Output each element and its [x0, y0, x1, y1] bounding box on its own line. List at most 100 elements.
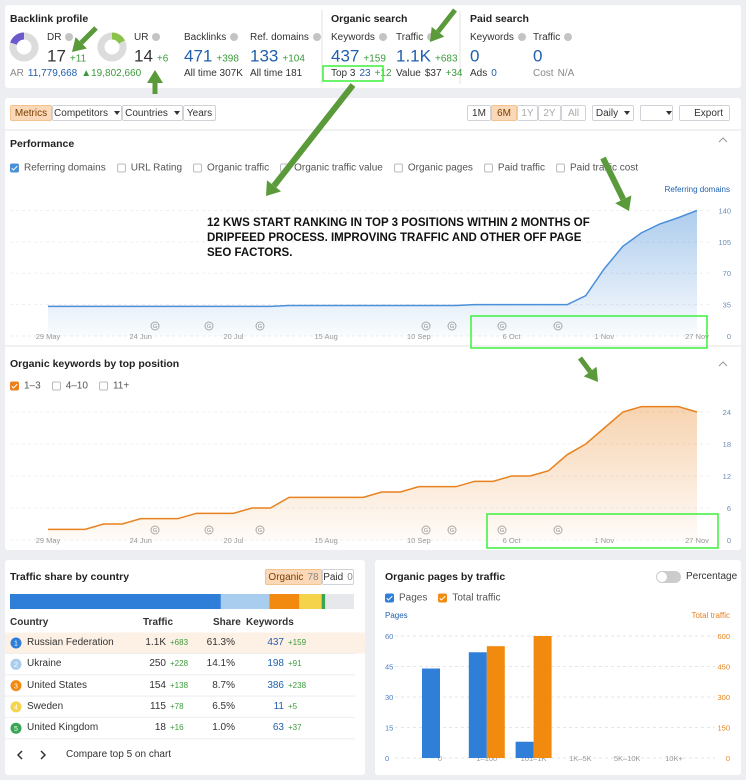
metric-part: Value: [396, 68, 421, 79]
metric: Backlinks: [184, 33, 238, 43]
y2-tick-label: 600: [717, 632, 730, 641]
x-tick-label: 20 Jul: [223, 536, 243, 545]
period-button[interactable]: 1M: [467, 105, 491, 121]
option[interactable]: Total traffic: [438, 593, 501, 604]
metric-part: Traffic: [396, 33, 435, 43]
metric: Top 3 23 +12: [331, 69, 392, 79]
y-tick-label: 0: [727, 332, 731, 341]
keywords: 11: [273, 700, 284, 712]
metric: Ref. domains: [250, 33, 321, 43]
next-icon[interactable]: [40, 750, 47, 760]
period-button[interactable]: 1Y: [517, 105, 538, 121]
x-tick-label: 0: [438, 754, 442, 763]
checkbox: [98, 381, 108, 391]
tab[interactable]: Metrics: [10, 105, 52, 121]
toggle-button[interactable]: Paid 0: [322, 569, 354, 585]
rank-label: 3: [14, 683, 18, 690]
rank-badge: [10, 680, 22, 692]
prev-icon[interactable]: [16, 750, 23, 760]
rank-badge: [10, 658, 22, 670]
collapse-icon[interactable]: [718, 361, 728, 367]
period-button[interactable]: 6M: [491, 105, 517, 121]
keywords-change: +91: [288, 659, 302, 669]
metric-part: Keywords: [470, 33, 526, 43]
bar: [515, 741, 534, 758]
period-button[interactable]: All: [561, 105, 586, 121]
metric-part: 437: [331, 46, 360, 66]
metric: 0: [533, 48, 542, 65]
keywords: 386: [267, 679, 284, 691]
chart-title: Organic keywords by top position: [10, 357, 180, 370]
option[interactable]: Pages: [385, 593, 427, 604]
traffic: 18: [154, 722, 166, 734]
keywords: 437: [267, 637, 284, 648]
series-options: 1–3 4–10 11+: [10, 381, 129, 392]
x-tick-label: 15 Aug: [314, 332, 337, 341]
metric-part: +104: [282, 53, 305, 65]
button-label: Years: [186, 107, 213, 119]
metric-part: UR: [134, 33, 160, 43]
metric-part: +6: [156, 53, 169, 65]
button-label: Export: [694, 107, 723, 119]
option[interactable]: 4–10: [51, 381, 88, 392]
option[interactable]: URL Rating: [116, 162, 183, 174]
option[interactable]: 11+: [98, 381, 129, 392]
metric-part: Cost: [533, 68, 554, 79]
period-button[interactable]: 2Y: [538, 105, 561, 121]
export-button[interactable]: Export: [679, 105, 730, 121]
option[interactable]: Paid traffic: [483, 163, 545, 174]
tab[interactable]: Competitors: [52, 105, 122, 121]
tab[interactable]: Countries: [122, 105, 183, 121]
metric-part: 0: [491, 68, 497, 79]
option-label: URL Rating: [130, 162, 183, 174]
option[interactable]: 1–3: [10, 381, 41, 392]
metric-part: $37: [424, 68, 442, 79]
dr-gauge-arc: [10, 32, 25, 46]
toggle-count: 0: [347, 571, 353, 583]
rank-label: 5: [14, 726, 18, 733]
option-label: Paid traffic cost: [569, 162, 639, 174]
option[interactable]: Organic traffic: [193, 163, 269, 174]
checkbox: [280, 163, 290, 173]
column-header: Country: [10, 617, 49, 628]
checkbox: [116, 163, 126, 173]
toggle-button[interactable]: Organic 78: [265, 569, 322, 585]
chart-title: Performance: [10, 137, 75, 150]
metric: Keywords: [470, 33, 526, 43]
toggle-knob: [657, 572, 667, 582]
country-name: Ukraine: [27, 658, 62, 670]
x-tick-label: 29 May: [36, 332, 61, 341]
y2-tick-label: 0: [726, 754, 730, 763]
metric: 0: [470, 48, 479, 65]
share-segment: [321, 594, 326, 609]
share-segment: [269, 594, 300, 609]
metric-part: +34: [445, 68, 463, 79]
option[interactable]: Organic pages: [393, 163, 473, 174]
tab[interactable]: Years: [183, 105, 216, 121]
collapse-icon[interactable]: [718, 137, 728, 143]
option[interactable]: Organic traffic value: [280, 163, 383, 174]
checkbox: [438, 593, 448, 603]
area-fill: [48, 406, 697, 540]
traffic-change: +138: [170, 680, 189, 690]
rank-label: 1: [14, 641, 18, 648]
checkbox: [385, 593, 394, 603]
button-label: Daily: [595, 107, 619, 119]
option[interactable]: Paid traffic cost: [555, 162, 639, 174]
metric-part: +12: [374, 68, 392, 79]
x-tick-label: 24 Jun: [129, 332, 152, 341]
metric: Ads 0: [470, 69, 497, 79]
option[interactable]: Referring domains: [10, 163, 106, 174]
x-tick-label: 1–100: [476, 754, 497, 763]
bar: [486, 646, 505, 758]
rank-label: 4: [14, 705, 18, 712]
share-segment: [220, 594, 270, 609]
toggle-text: Organic: [268, 571, 304, 583]
interval-select[interactable]: Daily: [592, 105, 634, 121]
button-label: Competitors: [54, 107, 108, 119]
share: 1.0%: [212, 722, 235, 734]
y-tick-label: 18: [723, 440, 731, 449]
metric: DR: [47, 33, 73, 43]
search-button[interactable]: [640, 105, 673, 121]
x-tick-label: 1K–5K: [569, 754, 592, 763]
